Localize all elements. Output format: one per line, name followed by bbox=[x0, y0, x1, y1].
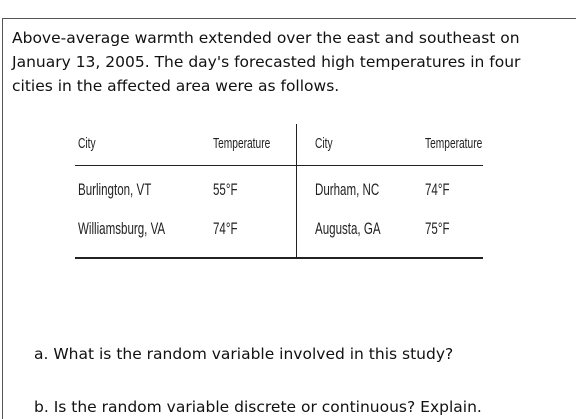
table-cell: Burlington, VT bbox=[78, 180, 152, 199]
table-cell: 75°F bbox=[425, 219, 450, 238]
question: a. What is the random variable involved … bbox=[34, 345, 454, 363]
table-cell: 74°F bbox=[425, 180, 450, 199]
table-cell: 74°F bbox=[213, 219, 238, 238]
header-cell: Temperature bbox=[213, 135, 271, 152]
table-cell: Durham, NC bbox=[315, 180, 380, 199]
header-cell: City bbox=[315, 135, 333, 152]
table-cell: Williamsburg, VA bbox=[78, 219, 166, 238]
header-cell: Temperature bbox=[425, 135, 483, 152]
table-cell: Augusta, GA bbox=[315, 219, 381, 238]
bottom-rule bbox=[75, 257, 483, 259]
frame bbox=[2, 18, 576, 419]
table-cell: 55°F bbox=[213, 180, 238, 199]
column-separator bbox=[296, 124, 297, 258]
paragraph-line: cities in the affected area were as foll… bbox=[12, 77, 340, 95]
paragraph-line: January 13, 2005. The day's forecasted h… bbox=[12, 53, 521, 71]
question: b. Is the random variable discrete or co… bbox=[34, 398, 482, 416]
paragraph-line: Above-average warmth extended over the e… bbox=[12, 29, 520, 47]
header-rule bbox=[75, 165, 483, 166]
header-cell: City bbox=[78, 135, 96, 152]
